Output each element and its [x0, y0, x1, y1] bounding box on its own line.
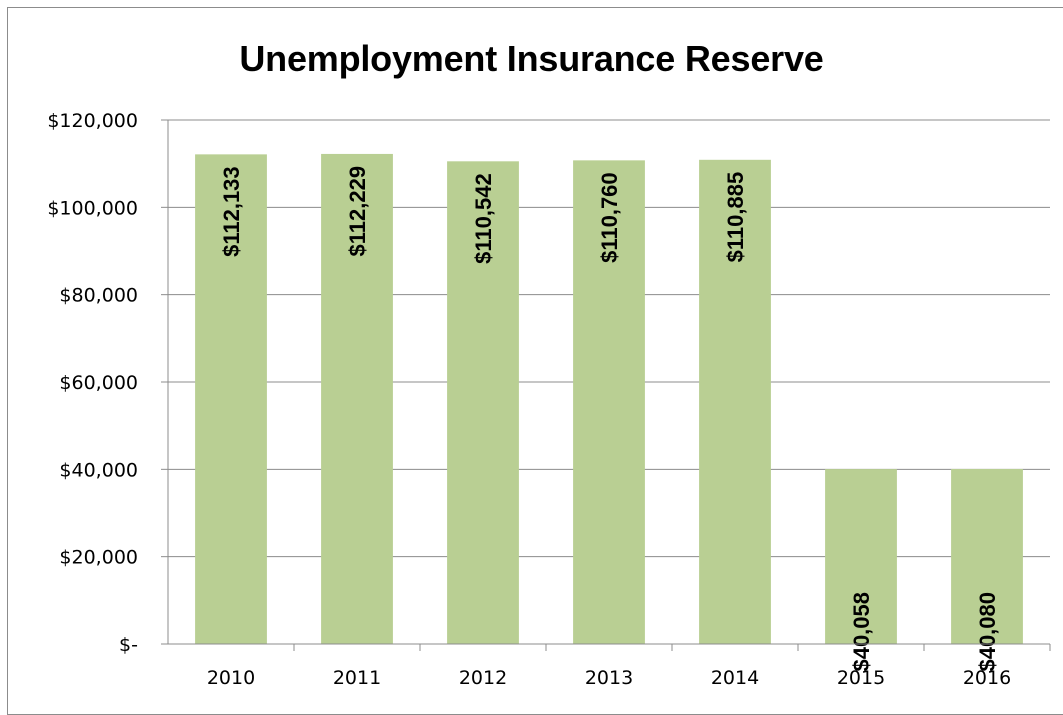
y-tick-label: $60,000 — [59, 372, 138, 394]
bar — [825, 469, 897, 644]
data-label: $112,133 — [219, 166, 244, 257]
bar — [447, 161, 519, 644]
chart-title: Unemployment Insurance Reserve — [239, 38, 824, 79]
bar — [195, 154, 267, 644]
data-label: $112,229 — [345, 166, 370, 257]
y-axis: $- $20,000 $40,000 $60,000 $80,000 $100,000 $1… — [47, 110, 169, 656]
data-label: $40,080 — [975, 592, 1000, 672]
data-label: $110,885 — [723, 172, 748, 263]
x-tick-label: 2012 — [459, 667, 507, 689]
bar — [573, 160, 645, 644]
x-tick-label: 2014 — [711, 667, 759, 689]
data-label: $110,760 — [597, 172, 622, 263]
bar — [321, 153, 393, 645]
x-tick-label: 2010 — [207, 667, 255, 689]
data-labels: $112,133 $112,229 $110,542 $110,760 $110,885… — [219, 166, 1000, 672]
y-tick-label: $120,000 — [47, 110, 138, 132]
y-tick-label: $- — [119, 634, 138, 656]
bars — [195, 153, 1023, 645]
y-tick-label: $40,000 — [59, 459, 138, 481]
bar — [699, 159, 771, 644]
data-label: $40,058 — [849, 592, 874, 672]
x-tick-label: 2015 — [837, 667, 885, 689]
y-tick-label: $20,000 — [59, 547, 138, 569]
bar — [951, 468, 1023, 644]
data-label: $110,542 — [471, 173, 496, 264]
y-tick-label: $80,000 — [59, 285, 138, 307]
x-tick-label: 2016 — [963, 667, 1011, 689]
x-tick-label: 2011 — [333, 667, 381, 689]
y-tick-label: $100,000 — [47, 197, 138, 219]
x-tick-label: 2013 — [585, 667, 633, 689]
x-axis: 2010 2011 2012 2013 2014 2015 2016 — [168, 643, 1051, 689]
